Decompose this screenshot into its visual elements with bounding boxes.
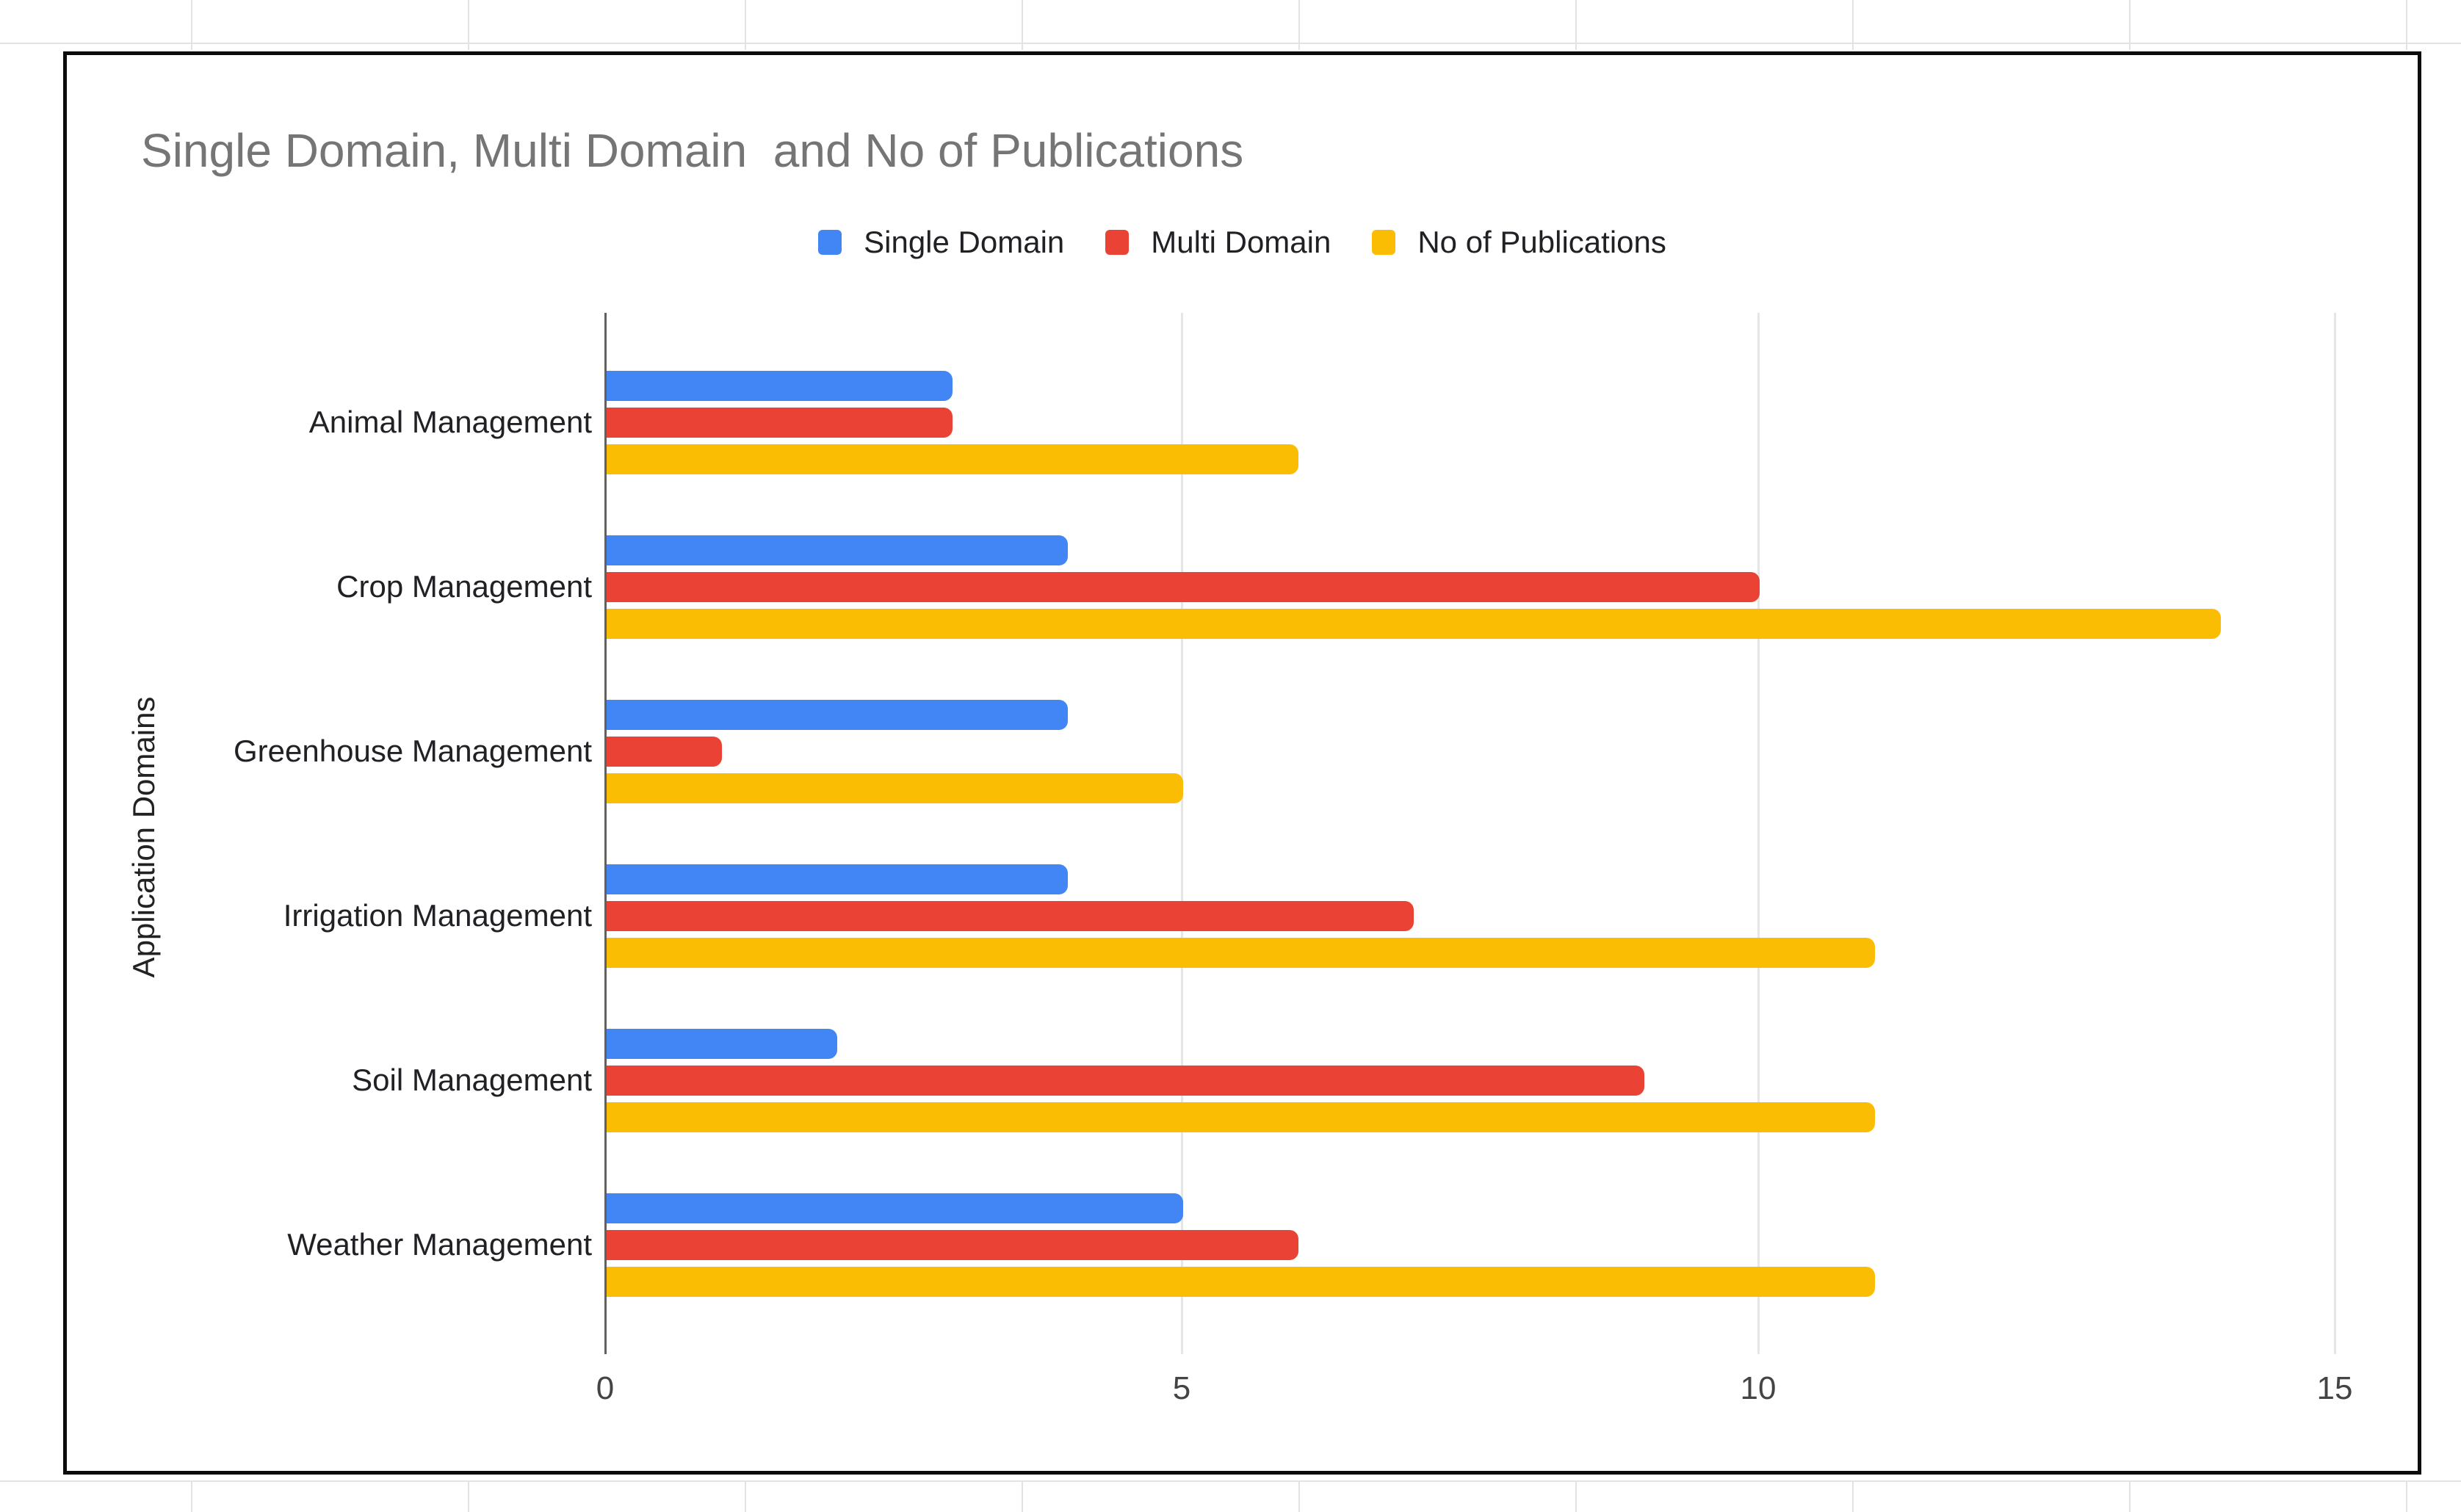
category-label: Irrigation Management [283, 898, 592, 933]
bar-no-of-publications-greenhouse-management[interactable] [607, 773, 1183, 803]
chart-title: Single Domain, Multi Domain and No of Pu… [141, 124, 1244, 177]
sheet-column-line [2406, 0, 2407, 50]
sheet-column-line [1298, 1480, 1300, 1512]
legend-item-single-domain[interactable]: Single Domain [818, 225, 1064, 260]
sheet-column-line [1575, 0, 1577, 50]
bar-single-domain-animal-management[interactable] [607, 371, 953, 401]
bar-single-domain-irrigation-management[interactable] [607, 864, 1068, 894]
bar-no-of-publications-irrigation-management[interactable] [607, 938, 1875, 968]
sheet-column-line [468, 1480, 469, 1512]
gridline [1757, 313, 1760, 1354]
category-label: Animal Management [308, 405, 592, 439]
bar-no-of-publications-crop-management[interactable] [607, 609, 2221, 639]
legend-item-no-of-publications[interactable]: No of Publications [1372, 225, 1666, 260]
bar-multi-domain-greenhouse-management[interactable] [607, 737, 722, 767]
y-axis-title: Application Domains [126, 696, 161, 978]
bar-multi-domain-soil-management[interactable] [607, 1066, 1644, 1096]
sheet-column-line [191, 1480, 192, 1512]
bar-no-of-publications-animal-management[interactable] [607, 444, 1298, 474]
x-tick-label: 5 [1172, 1370, 1191, 1406]
sheet-column-line [191, 0, 192, 50]
x-tick-label: 0 [596, 1370, 615, 1406]
legend-label: Single Domain [864, 225, 1065, 259]
sheet-column-line [1852, 1480, 1854, 1512]
category-label: Greenhouse Management [234, 734, 592, 768]
bar-no-of-publications-soil-management[interactable] [607, 1102, 1875, 1132]
sheet-column-line [1852, 0, 1854, 50]
bar-multi-domain-weather-management[interactable] [607, 1230, 1298, 1260]
sheet-row-line-top [0, 43, 2461, 44]
bar-multi-domain-crop-management[interactable] [607, 572, 1760, 602]
sheet-column-line [1022, 1480, 1023, 1512]
sheet-column-line [468, 0, 469, 50]
legend-label: Multi Domain [1151, 225, 1331, 259]
sheet-column-line [2129, 0, 2131, 50]
sheet-column-line [745, 0, 746, 50]
bar-single-domain-crop-management[interactable] [607, 535, 1068, 565]
sheet-column-line [2129, 1480, 2131, 1512]
sheet-column-line [2406, 1480, 2407, 1512]
x-tick-label: 10 [1740, 1370, 1777, 1406]
legend-swatch-icon [1105, 230, 1130, 255]
sheet-column-line [1022, 0, 1023, 50]
legend-label: No of Publications [1417, 225, 1666, 259]
category-label: Weather Management [287, 1227, 592, 1262]
sheet-column-line [745, 1480, 746, 1512]
bar-single-domain-weather-management[interactable] [607, 1193, 1183, 1223]
gridline [2334, 313, 2336, 1354]
legend-item-multi-domain[interactable]: Multi Domain [1105, 225, 1331, 260]
sheet-column-line [1575, 1480, 1577, 1512]
legend-swatch-icon [818, 230, 842, 255]
bar-single-domain-greenhouse-management[interactable] [607, 700, 1068, 730]
legend-swatch-icon [1372, 230, 1396, 255]
bar-multi-domain-animal-management[interactable] [607, 408, 953, 438]
x-tick-label: 15 [2316, 1370, 2353, 1406]
category-label: Crop Management [336, 569, 592, 604]
gridline [1181, 313, 1183, 1354]
axis-zero-line [604, 313, 607, 1354]
bar-single-domain-soil-management[interactable] [607, 1029, 837, 1059]
legend: Single Domain Multi Domain No of Publicati… [63, 222, 2421, 263]
bar-no-of-publications-weather-management[interactable] [607, 1267, 1875, 1297]
sheet-column-line [1298, 0, 1300, 50]
category-label: Soil Management [352, 1063, 592, 1097]
sheet-row-line-bottom [0, 1480, 2461, 1482]
bar-multi-domain-irrigation-management[interactable] [607, 901, 1414, 931]
